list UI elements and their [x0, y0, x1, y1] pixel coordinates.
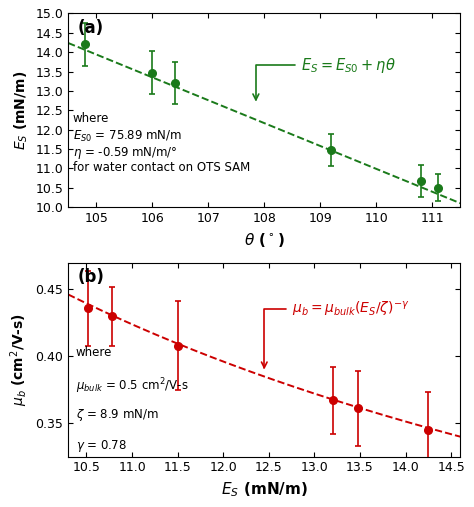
Text: $\gamma$ = 0.78: $\gamma$ = 0.78 [75, 438, 126, 454]
Y-axis label: $\mu_b$ (cm$^2$/V-s): $\mu_b$ (cm$^2$/V-s) [9, 313, 30, 406]
Text: $E_{S0}$ = 75.89 mN/m: $E_{S0}$ = 75.89 mN/m [73, 129, 182, 143]
Text: (a): (a) [78, 19, 104, 37]
Text: for water contact on OTS SAM: for water contact on OTS SAM [73, 161, 250, 174]
Text: (b): (b) [78, 268, 105, 286]
Y-axis label: $E_S$ (mN/m): $E_S$ (mN/m) [12, 70, 30, 150]
X-axis label: $E_S$ (mN/m): $E_S$ (mN/m) [221, 480, 308, 499]
X-axis label: $\theta$ ($^\circ$): $\theta$ ($^\circ$) [244, 231, 284, 249]
Text: $\eta$ = -0.59 mN/m/°: $\eta$ = -0.59 mN/m/° [73, 145, 177, 161]
Text: $\mu_{bulk}$ = 0.5 cm$^2$/V-s: $\mu_{bulk}$ = 0.5 cm$^2$/V-s [75, 376, 188, 396]
Text: $\mu_b = \mu_{bulk}(E_S/\zeta)^{-\gamma}$: $\mu_b = \mu_{bulk}(E_S/\zeta)^{-\gamma}… [262, 300, 409, 368]
Text: where: where [73, 112, 109, 125]
Text: where: where [75, 346, 112, 358]
Text: $\zeta$ = 8.9 mN/m: $\zeta$ = 8.9 mN/m [75, 407, 158, 423]
Text: $E_S = E_{S0} + \eta\theta$: $E_S = E_{S0} + \eta\theta$ [253, 56, 395, 100]
